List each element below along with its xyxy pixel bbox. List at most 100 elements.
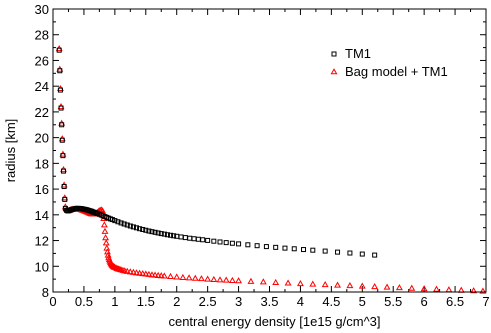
y-tick-label: 10 bbox=[35, 259, 49, 274]
data-point bbox=[137, 226, 143, 232]
data-point bbox=[310, 247, 316, 253]
data-point bbox=[445, 286, 453, 293]
data-point bbox=[229, 240, 235, 246]
data-point bbox=[115, 219, 121, 225]
data-point bbox=[134, 225, 140, 231]
axis-ticks bbox=[52, 8, 487, 293]
x-tick-label: 6.5 bbox=[446, 294, 464, 309]
data-point bbox=[247, 277, 255, 284]
data-point bbox=[191, 236, 197, 242]
data-point bbox=[245, 242, 251, 248]
x-tick-labels: 0 0.5 1 1.5 2 2.5 3 3.5 4 4.5 5 5.5 6 6.5 7 bbox=[49, 294, 489, 309]
plot-frame bbox=[52, 8, 487, 293]
data-point bbox=[301, 247, 307, 253]
data-point bbox=[61, 184, 67, 190]
data-point bbox=[272, 278, 280, 286]
x-tick-label: 3.5 bbox=[260, 294, 278, 309]
data-point bbox=[210, 275, 218, 282]
data-point bbox=[133, 269, 140, 276]
data-point bbox=[191, 274, 199, 281]
data-point bbox=[222, 276, 230, 283]
data-point bbox=[205, 237, 211, 243]
data-point bbox=[173, 273, 181, 280]
x-tick-label: 5.5 bbox=[384, 294, 402, 309]
x-tick-label: 5 bbox=[359, 294, 366, 309]
data-point bbox=[372, 252, 378, 258]
legend-marker bbox=[331, 51, 337, 57]
data-point bbox=[171, 233, 177, 239]
x-tick-label: 1 bbox=[111, 294, 118, 309]
y-tick-label: 26 bbox=[35, 53, 49, 68]
data-point bbox=[228, 276, 236, 283]
data-point bbox=[216, 276, 224, 283]
data-point bbox=[346, 282, 354, 289]
data-point bbox=[151, 271, 159, 278]
y-tick-label: 28 bbox=[35, 28, 49, 43]
data-point bbox=[100, 221, 108, 228]
data-point bbox=[118, 220, 124, 226]
y-tick-labels: 8 10 12 14 16 18 20 22 24 26 28 30 bbox=[35, 2, 49, 300]
data-point bbox=[129, 268, 137, 275]
data-point bbox=[142, 270, 150, 277]
data-point bbox=[179, 273, 187, 281]
data-point bbox=[160, 272, 168, 279]
data-point bbox=[145, 270, 153, 277]
data-point bbox=[223, 240, 229, 246]
data-point bbox=[103, 244, 111, 251]
data-point bbox=[296, 279, 304, 287]
x-tick-label: 2.5 bbox=[199, 294, 217, 309]
data-point bbox=[102, 234, 110, 241]
data-point bbox=[322, 248, 328, 254]
data-point bbox=[217, 239, 223, 245]
data-point bbox=[284, 279, 292, 286]
data-point bbox=[152, 229, 158, 235]
x-tick-label: 0 bbox=[49, 294, 56, 309]
data-point bbox=[263, 244, 269, 250]
data-point bbox=[124, 222, 130, 228]
data-point bbox=[309, 280, 317, 287]
data-points bbox=[55, 45, 487, 294]
series-bag-model-tm1 bbox=[55, 45, 487, 294]
x-tick-label: 4 bbox=[297, 294, 304, 309]
x-tick-label: 3 bbox=[235, 294, 242, 309]
data-point bbox=[56, 47, 62, 53]
data-point bbox=[57, 68, 63, 74]
data-point bbox=[112, 218, 118, 224]
data-point bbox=[321, 280, 329, 288]
data-point bbox=[433, 285, 440, 292]
data-point bbox=[59, 122, 65, 128]
data-point bbox=[182, 235, 188, 241]
data-point bbox=[395, 284, 403, 291]
data-point bbox=[164, 232, 170, 238]
data-point bbox=[58, 105, 64, 111]
y-tick-label: 24 bbox=[35, 79, 49, 94]
x-axis-label: central energy density [1e15 g/cm^3] bbox=[168, 314, 380, 329]
data-point bbox=[143, 227, 149, 233]
y-tick-label: 8 bbox=[42, 285, 49, 300]
data-point bbox=[57, 87, 63, 93]
data-point bbox=[185, 274, 193, 281]
x-tick-label: 7 bbox=[482, 294, 489, 309]
data-point bbox=[62, 196, 68, 202]
data-point bbox=[383, 283, 391, 290]
data-point bbox=[157, 272, 165, 279]
y-tick-label: 30 bbox=[35, 2, 49, 17]
data-point bbox=[291, 246, 297, 252]
data-point bbox=[59, 137, 65, 143]
legend: TM1 Bag model + TM1 bbox=[330, 46, 448, 79]
data-point bbox=[161, 231, 167, 237]
x-tick-label: 2 bbox=[173, 294, 180, 309]
data-point bbox=[123, 267, 131, 274]
data-point bbox=[358, 282, 366, 289]
data-point bbox=[236, 241, 242, 247]
data-point bbox=[420, 285, 428, 292]
data-point bbox=[127, 223, 133, 229]
data-point bbox=[60, 153, 66, 159]
data-point bbox=[111, 263, 119, 270]
data-point bbox=[149, 229, 155, 235]
data-point bbox=[101, 227, 109, 234]
data-point bbox=[126, 268, 134, 275]
data-point bbox=[211, 238, 217, 244]
data-point bbox=[200, 237, 206, 243]
